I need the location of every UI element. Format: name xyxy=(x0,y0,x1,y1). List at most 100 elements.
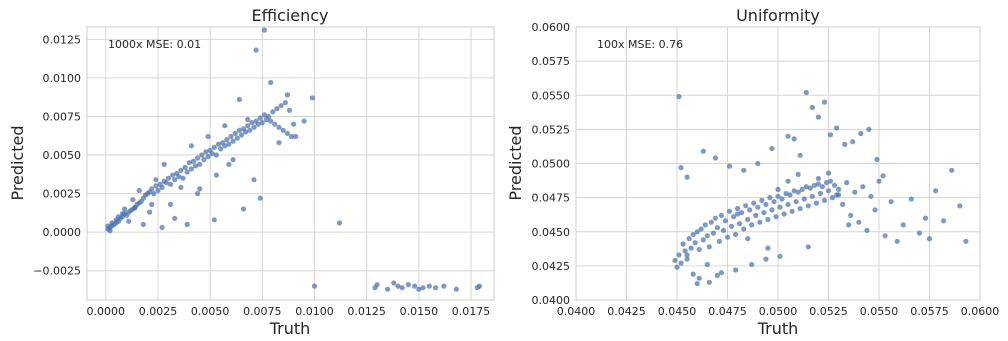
uniformity-data-point xyxy=(678,260,684,266)
efficiency-data-point xyxy=(149,186,155,192)
efficiency-data-point xyxy=(276,140,282,146)
uniformity-data-point xyxy=(745,236,751,242)
uniformity-data-point xyxy=(775,193,781,199)
uniformity-data-point xyxy=(933,188,939,194)
efficiency-data-point xyxy=(259,120,265,126)
efficiency-data-point xyxy=(203,149,209,155)
efficiency-data-point xyxy=(226,161,232,167)
efficiency-x-tick-label: 0.0000 xyxy=(87,305,126,318)
uniformity-data-point xyxy=(874,156,880,162)
efficiency-data-point xyxy=(261,27,267,33)
uniformity-data-point xyxy=(696,246,702,253)
efficiency-data-point xyxy=(149,201,155,207)
uniformity-data-point xyxy=(755,204,761,210)
efficiency-data-point xyxy=(266,113,272,120)
efficiency-data-point xyxy=(301,118,307,124)
uniformity-data-point xyxy=(777,204,783,210)
efficiency-data-point xyxy=(280,127,286,133)
uniformity-data-point xyxy=(809,104,815,111)
uniformity-data-point xyxy=(737,221,743,227)
efficiency-data-point xyxy=(155,187,161,194)
uniformity-data-point xyxy=(817,190,824,197)
uniformity-data-point xyxy=(860,184,866,190)
efficiency-plot-frame xyxy=(86,26,495,301)
uniformity-y-tick-label: 0.0475 xyxy=(532,192,571,205)
efficiency-data-point xyxy=(180,175,186,181)
efficiency-data-point xyxy=(113,217,119,223)
uniformity-data-point xyxy=(858,130,864,137)
uniformity-data-point xyxy=(684,174,690,180)
efficiency-data-point xyxy=(245,116,251,123)
efficiency-data-point xyxy=(222,143,228,149)
uniformity-y-tick-label: 0.0600 xyxy=(532,21,571,34)
efficiency-x-tick-label: 0.0025 xyxy=(139,305,178,318)
uniformity-data-point xyxy=(811,182,818,188)
uniformity-data-point xyxy=(789,208,795,214)
efficiency-data-point xyxy=(293,133,299,140)
efficiency-data-point xyxy=(197,186,203,192)
efficiency-data-point xyxy=(209,150,215,157)
uniformity-data-point xyxy=(809,193,815,199)
uniformity-data-point xyxy=(706,244,712,250)
uniformity-data-point xyxy=(731,214,737,220)
efficiency-data-point xyxy=(184,221,190,227)
efficiency-data-point xyxy=(132,204,138,211)
efficiency-data-point xyxy=(188,166,194,172)
efficiency-data-point xyxy=(147,209,153,215)
efficiency-data-point xyxy=(119,211,126,217)
uniformity-data-point xyxy=(799,186,805,192)
efficiency-data-point xyxy=(257,115,263,121)
efficiency-data-point xyxy=(213,172,219,178)
uniformity-x-tick-label: 0.0475 xyxy=(708,305,747,318)
efficiency-data-point xyxy=(286,107,293,113)
efficiency-data-point xyxy=(165,175,171,181)
efficiency-data-point xyxy=(226,141,232,147)
efficiency-data-point xyxy=(167,201,174,207)
uniformity-data-point xyxy=(716,238,723,244)
efficiency-data-point xyxy=(163,180,169,186)
uniformity-data-point xyxy=(747,207,753,213)
uniformity-x-tick-label: 0.0425 xyxy=(607,305,646,318)
efficiency-data-point xyxy=(230,138,236,144)
efficiency-data-point xyxy=(245,123,251,129)
uniformity-data-point xyxy=(710,230,717,236)
uniformity-data-point xyxy=(743,203,749,209)
efficiency-data-point xyxy=(238,132,245,138)
uniformity-y-tick-label: 0.0575 xyxy=(532,55,571,68)
uniformity-data-point xyxy=(684,252,690,258)
uniformity-data-point xyxy=(714,272,721,278)
uniformity-data-point xyxy=(684,256,690,262)
uniformity-data-point xyxy=(894,238,900,244)
uniformity-data-point xyxy=(836,186,842,192)
uniformity-data-point xyxy=(733,267,739,273)
uniformity-data-point xyxy=(823,180,830,186)
uniformity-data-point xyxy=(834,125,840,131)
uniformity-data-point xyxy=(840,201,846,207)
uniformity-data-point xyxy=(779,196,785,202)
uniformity-data-point xyxy=(722,218,729,224)
efficiency-data-point xyxy=(282,100,288,106)
uniformity-data-point xyxy=(797,205,803,212)
uniformity-x-ticks: 0.0400 0.0425 0.0450 0.0475 0.0500 0.0525 0.05… xyxy=(557,305,1000,318)
uniformity-data-point xyxy=(908,196,914,202)
uniformity-data-point xyxy=(882,233,888,239)
efficiency-data-point xyxy=(178,184,184,190)
uniformity-data-point xyxy=(825,170,832,176)
uniformity-data-point xyxy=(759,197,765,203)
efficiency-data-point xyxy=(195,155,201,161)
uniformity-data-point xyxy=(676,94,682,100)
uniformity-data-point xyxy=(876,178,882,184)
efficiency-data-point xyxy=(453,286,459,292)
uniformity-data-point xyxy=(757,219,763,225)
uniformity-data-point xyxy=(672,257,678,263)
efficiency-data-point xyxy=(336,220,343,226)
uniformity-data-point xyxy=(712,215,719,221)
efficiency-data-point xyxy=(433,285,439,291)
uniformity-data-point xyxy=(827,132,834,138)
efficiency-data-point xyxy=(240,206,247,212)
uniformity-y-tick-label: 0.0425 xyxy=(532,260,571,273)
uniformity-data-point xyxy=(856,219,862,225)
efficiency-x-tick-label: 0.0150 xyxy=(400,305,439,318)
efficiency-data-point xyxy=(284,92,290,98)
uniformity-data-point xyxy=(829,195,836,201)
